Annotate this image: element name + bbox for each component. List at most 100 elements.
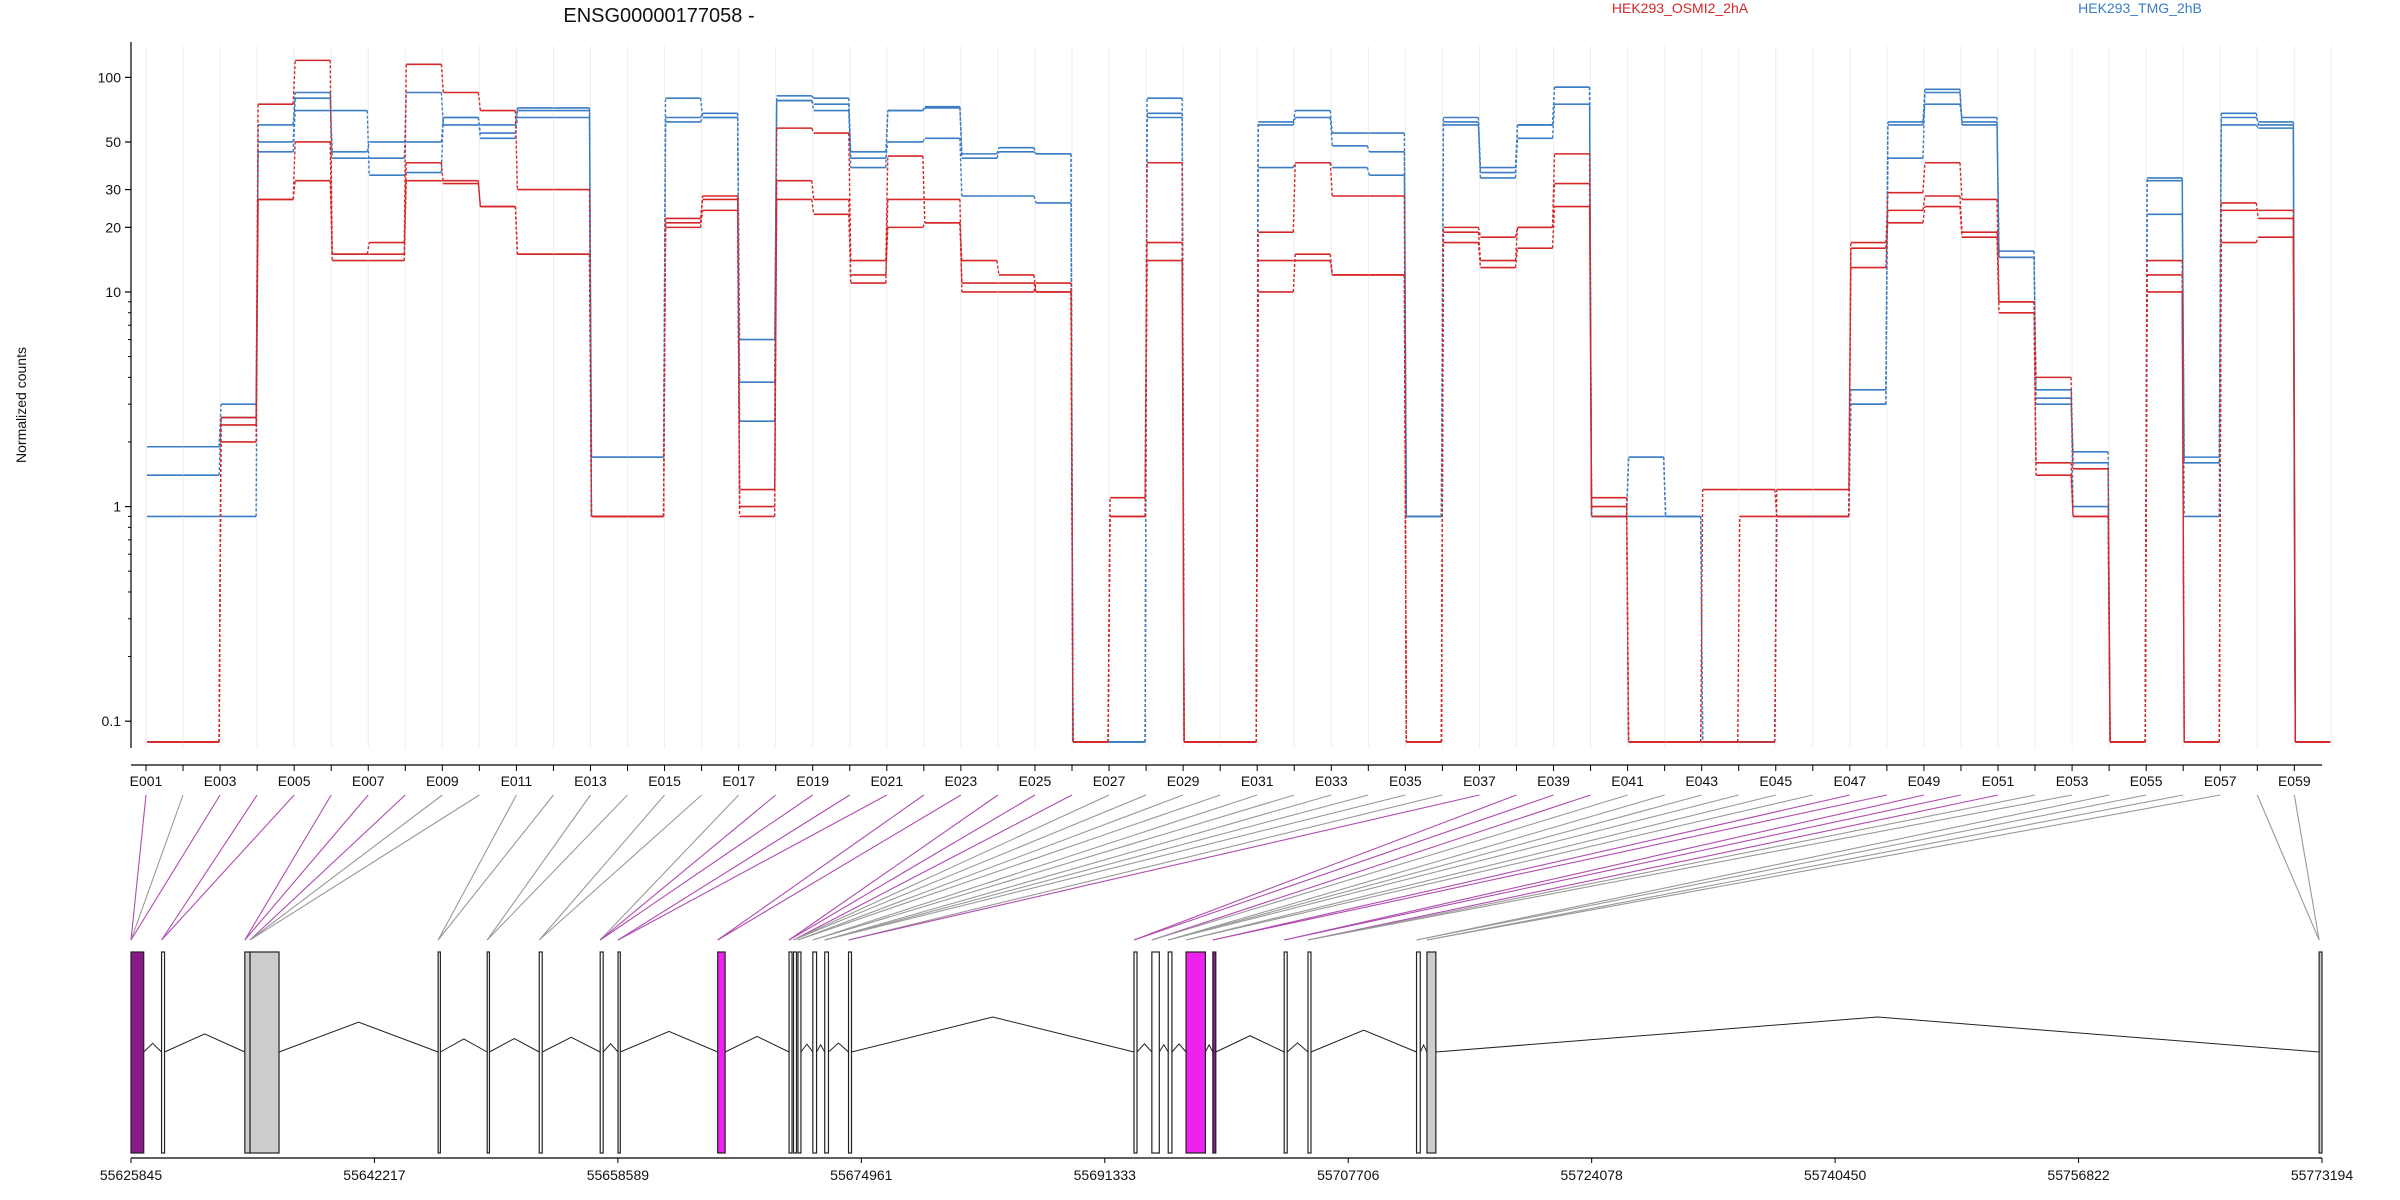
connector-mark [699, 98, 704, 118]
connector-mark [811, 100, 815, 111]
exon-link-line [793, 794, 1110, 941]
connector-mark [2181, 177, 2185, 463]
x-tick-label: E037 [1463, 773, 1496, 789]
exon-link-line [1212, 794, 1850, 941]
connector-mark [1551, 206, 1556, 249]
connector-mark [922, 156, 926, 223]
exon-link-line [437, 794, 554, 941]
exon-link-line [599, 794, 814, 941]
exon-link-line [244, 794, 369, 941]
exon-link-line [824, 794, 1406, 941]
exon-box [1185, 951, 1206, 1154]
exon-link-line [1426, 794, 2221, 941]
connector-mark [1959, 206, 1963, 238]
connector-mark [1440, 117, 1445, 517]
connector-mark [366, 141, 370, 152]
x-tick-label: E015 [648, 773, 681, 789]
connector-mark [1885, 222, 1889, 243]
intron-line [800, 1043, 814, 1053]
x-tick-label: E045 [1759, 773, 1792, 789]
x-tick-label: E001 [130, 773, 163, 789]
x-tick-label: E047 [1833, 773, 1866, 789]
exon-link-line [717, 794, 925, 941]
y-tick-label: 1 [113, 499, 121, 515]
connector-mark [922, 106, 926, 111]
exon-box [244, 951, 251, 1154]
connector-mark [1737, 516, 1741, 742]
connector-mark [1922, 92, 1926, 159]
exon-link-line [1212, 794, 1887, 941]
connector-mark [922, 222, 926, 228]
x-tick-label: E029 [1167, 773, 1200, 789]
exon-link-line [1416, 794, 2147, 941]
exon-link-line [848, 794, 1443, 941]
y-tick-label: 30 [105, 182, 121, 198]
intron-line [1435, 1016, 2320, 1053]
exon-box [1151, 951, 1160, 1154]
intron-line [1204, 1043, 1214, 1053]
connector-mark [1588, 153, 1593, 507]
intron-line [1158, 1043, 1169, 1053]
connector-mark [848, 214, 852, 275]
y-tick-label: 20 [105, 219, 121, 235]
exon-link-line [1284, 794, 1962, 941]
exon-link-line [249, 794, 480, 941]
exon-box [437, 951, 441, 1154]
gene-model [130, 951, 2323, 1154]
x-tick-label: E051 [1982, 773, 2015, 789]
x-tick-label: E049 [1908, 773, 1941, 789]
connector-mark [773, 180, 778, 490]
connector-mark [292, 98, 296, 142]
y-axis-label: Normalized counts [13, 347, 29, 463]
exon-link-line [812, 794, 1258, 941]
x-tick-label: E059 [2278, 773, 2311, 789]
x-tick-label: E041 [1611, 773, 1644, 789]
exon-link-line [1185, 794, 1776, 941]
connector-mark [848, 133, 852, 261]
connector-mark [811, 180, 815, 200]
x-tick-label: E031 [1241, 773, 1274, 789]
connector-mark [1699, 489, 1704, 742]
x-tick-label: E027 [1093, 773, 1126, 789]
connector-mark [1477, 227, 1482, 238]
exon-link-line [1168, 794, 1702, 941]
intron-line [620, 1030, 718, 1053]
exon-link-line [1185, 794, 1813, 941]
coord-tick-label: 55625845 [100, 1167, 163, 1183]
x-axis: E001 E003 E005 E007 E009 E011 E013 E015 E017 E019… [130, 764, 2322, 789]
connector-mark [1959, 89, 1963, 122]
y-tick-label: 50 [105, 134, 121, 150]
connector-mark [959, 222, 963, 284]
exon-link-line [788, 794, 1036, 941]
connector-mark [1033, 274, 1037, 293]
exon-box [160, 951, 166, 1154]
exon-link-line [244, 794, 332, 941]
exon-link-line [1307, 794, 1999, 941]
exon-box [249, 951, 280, 1154]
intron-line [1215, 1035, 1285, 1053]
connector-mark [736, 210, 741, 507]
intron-line [278, 1021, 439, 1053]
intron-line [724, 1035, 790, 1053]
x-tick-label: E003 [204, 773, 237, 789]
exon-link-line [130, 794, 147, 941]
connector-mark [1514, 124, 1519, 173]
connector-mark [699, 113, 704, 118]
connector-mark [292, 141, 296, 200]
connector-mark [292, 92, 296, 126]
x-tick-label: E055 [2130, 773, 2163, 789]
coord-tick-label: 55658589 [587, 1167, 650, 1183]
connector-mark [1292, 162, 1296, 233]
exon-link-line [2256, 794, 2320, 941]
connector-mark [1329, 162, 1333, 197]
connector-mark [2255, 124, 2259, 129]
exon-link-line [1416, 794, 2110, 941]
x-tick-label: E011 [501, 773, 533, 789]
connector-mark [1107, 516, 1111, 742]
connector-mark [1033, 147, 1037, 155]
connector-mark [2033, 251, 2037, 390]
exon-box [1415, 951, 1421, 1154]
intron-line [1171, 1043, 1187, 1053]
exon-link-line [1151, 794, 1628, 941]
connector-mark [1922, 89, 1926, 122]
